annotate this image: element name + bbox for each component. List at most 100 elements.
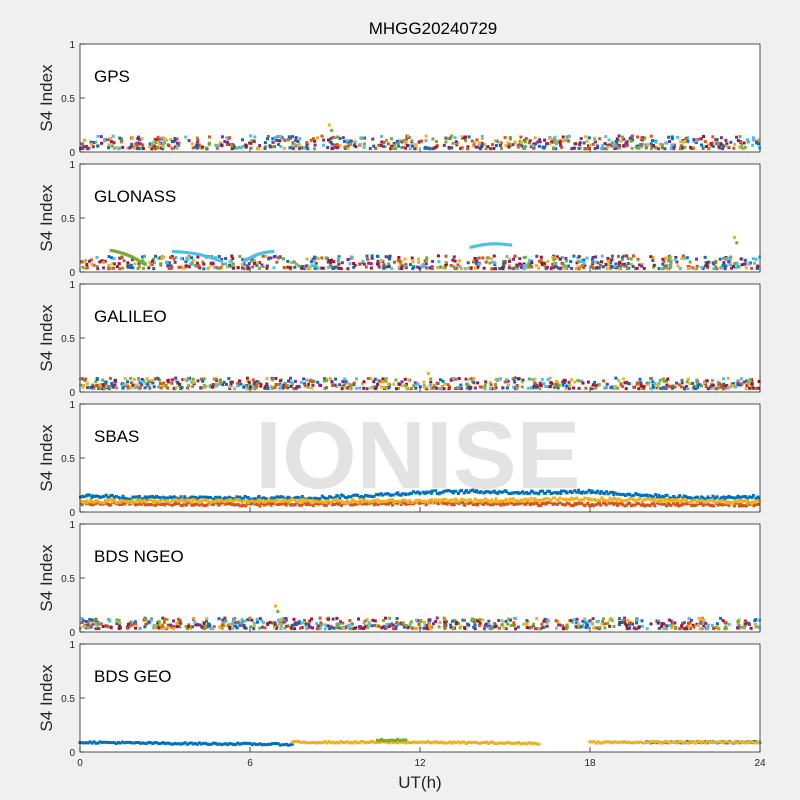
data-point	[138, 627, 142, 631]
data-point	[475, 262, 478, 265]
data-point	[594, 491, 598, 495]
data-point	[218, 141, 222, 145]
data-point	[377, 493, 381, 497]
data-point	[617, 502, 621, 506]
data-point	[394, 625, 398, 629]
data-point	[104, 501, 108, 505]
data-point	[755, 503, 759, 506]
data-point	[738, 495, 742, 499]
data-point	[545, 624, 549, 628]
data-point	[475, 259, 479, 263]
data-point	[339, 620, 342, 624]
data-point	[249, 386, 253, 390]
data-point	[316, 257, 320, 261]
data-point	[341, 380, 345, 383]
data-point	[501, 499, 505, 503]
data-point	[534, 142, 537, 146]
data-point	[537, 259, 541, 263]
data-point	[577, 624, 581, 628]
data-point	[284, 499, 288, 503]
data-point	[171, 140, 175, 144]
data-point	[754, 386, 758, 390]
data-point	[153, 377, 157, 381]
data-point	[242, 496, 245, 500]
data-point	[358, 386, 362, 390]
data-point	[371, 385, 375, 389]
data-point	[338, 383, 342, 387]
data-point	[416, 265, 420, 269]
data-point	[486, 256, 490, 260]
data-point	[394, 387, 398, 391]
data-point	[349, 500, 353, 504]
data-point	[257, 500, 261, 503]
data-point	[744, 622, 748, 626]
data-point	[82, 495, 86, 499]
data-point	[179, 495, 183, 499]
data-point	[743, 258, 747, 262]
data-point	[686, 266, 690, 270]
data-point	[347, 741, 351, 745]
data-point	[419, 619, 423, 623]
data-point	[224, 742, 228, 746]
data-points	[79, 604, 762, 631]
data-point	[391, 493, 395, 497]
data-point	[555, 379, 558, 383]
data-point	[231, 621, 235, 625]
data-point	[349, 503, 353, 507]
data-point	[497, 490, 501, 494]
data-point	[757, 496, 761, 500]
plot-area	[80, 44, 760, 152]
data-point	[574, 267, 578, 271]
data-point	[513, 376, 517, 380]
data-point	[263, 503, 267, 507]
data-point	[257, 266, 261, 270]
data-point	[664, 627, 668, 631]
data-point	[204, 384, 208, 388]
data-point	[320, 256, 324, 260]
data-point	[452, 489, 456, 493]
data-point	[165, 502, 169, 505]
data-point	[394, 378, 398, 382]
data-point	[722, 257, 726, 261]
data-point	[229, 502, 233, 506]
data-point	[282, 257, 285, 261]
data-point	[254, 386, 258, 390]
data-point	[150, 503, 154, 507]
data-point	[614, 143, 618, 147]
data-point	[489, 383, 493, 387]
data-point	[195, 136, 199, 140]
data-point	[287, 138, 291, 142]
data-point	[546, 497, 549, 500]
data-point	[401, 264, 405, 268]
data-point	[637, 626, 641, 629]
data-point	[183, 266, 187, 270]
data-point	[587, 626, 591, 630]
data-point	[272, 139, 276, 143]
data-point	[104, 493, 108, 497]
data-point	[278, 743, 282, 747]
data-point	[712, 741, 715, 745]
data-point	[460, 488, 464, 492]
data-point	[173, 137, 177, 141]
data-point	[501, 490, 505, 494]
data-point	[482, 741, 486, 744]
data-point	[495, 379, 499, 382]
data-point	[595, 266, 599, 270]
data-point	[358, 498, 362, 502]
data-point	[710, 623, 714, 627]
data-point	[535, 501, 539, 505]
data-point	[289, 626, 293, 630]
data-point	[524, 498, 528, 502]
data-point	[441, 498, 445, 502]
data-point	[412, 740, 416, 744]
data-point	[409, 491, 413, 495]
data-point	[90, 741, 94, 745]
data-point	[604, 135, 608, 139]
data-point	[236, 384, 240, 388]
data-point	[309, 496, 313, 500]
data-point	[252, 382, 256, 386]
data-point	[307, 265, 311, 269]
data-point	[230, 623, 234, 627]
data-point	[744, 741, 748, 745]
data-point	[185, 742, 189, 746]
